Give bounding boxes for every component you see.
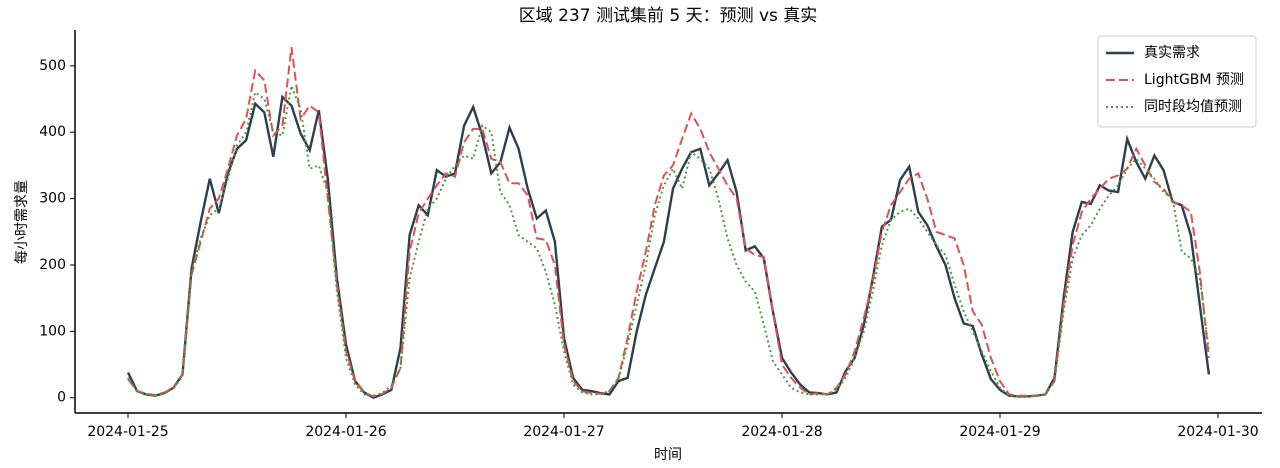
x-tick-label: 2024-01-29 (959, 424, 1040, 440)
y-tick-label: 500 (39, 58, 66, 74)
x-tick-label: 2024-01-28 (741, 424, 822, 440)
x-axis-label: 时间 (654, 447, 682, 463)
x-tick-label: 2024-01-25 (87, 424, 168, 440)
x-tick-label: 2024-01-30 (1177, 424, 1258, 440)
x-tick-label: 2024-01-27 (523, 424, 604, 440)
line-series (126, 94, 1211, 400)
y-tick-label: 400 (39, 124, 66, 140)
y-tick-label: 300 (39, 191, 66, 207)
x-tick-label: 2024-01-26 (305, 424, 386, 440)
y-tick-label: 100 (39, 323, 66, 339)
line-series (127, 47, 1210, 398)
legend-label: 同时段均值预测 (1144, 99, 1242, 115)
legend-label: LightGBM 预测 (1144, 72, 1244, 88)
y-tick-label: 0 (57, 390, 66, 406)
legend-box (1097, 35, 1257, 128)
line-series (127, 82, 1210, 398)
legend-label: 真实需求 (1144, 45, 1200, 61)
y-axis-label: 每小时需求量 (14, 180, 30, 264)
y-tick-label: 200 (39, 257, 66, 273)
chart-title: 区域 237 测试集前 5 天：预测 vs 真实 (519, 6, 818, 26)
